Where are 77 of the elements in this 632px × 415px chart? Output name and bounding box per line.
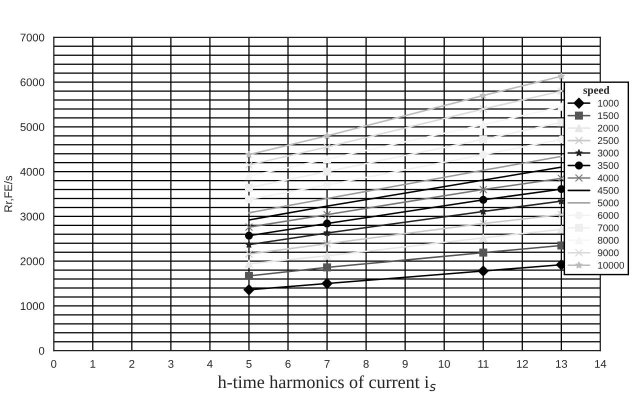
legend-label: 1500 (598, 112, 619, 120)
point (244, 284, 254, 296)
point (323, 228, 331, 236)
point (244, 232, 253, 240)
point (323, 252, 332, 260)
legend-label: 7000 (598, 224, 619, 232)
legend-label: 8000 (598, 236, 619, 244)
y-tick-label: 6000 (20, 78, 44, 86)
legend-label: 4000 (598, 174, 619, 182)
x-tick-label: 6 (285, 360, 291, 368)
legend-label: 5000 (598, 200, 619, 206)
legend-label: 2000 (598, 124, 619, 132)
point (244, 160, 253, 169)
x-tick-label: 4 (207, 360, 213, 368)
point (479, 196, 488, 204)
legend-label: 1000 (598, 100, 619, 107)
y-tick-label: 7000 (20, 34, 44, 42)
legend-label: 9000 (598, 249, 619, 256)
point (479, 104, 488, 113)
x-tick-label: 7 (324, 360, 330, 368)
point (323, 210, 332, 219)
line-series (248, 156, 562, 214)
legend-label: 6000 (598, 212, 619, 219)
x-tick-label: 10 (438, 360, 450, 368)
point (479, 135, 488, 144)
point (323, 220, 332, 228)
point (479, 248, 488, 257)
point (244, 260, 253, 268)
point (323, 168, 332, 176)
x-tick-label: 9 (402, 360, 408, 368)
x-tick-label: 8 (364, 360, 369, 368)
legend-title: speed (583, 86, 610, 96)
point (479, 120, 488, 129)
x-tick-label: 12 (516, 360, 528, 368)
point (245, 240, 253, 248)
point (323, 132, 331, 140)
x-axis-title: h-time harmonics of current i$_{s}$ (218, 375, 436, 392)
legend-label: 2500 (598, 137, 619, 144)
point (323, 181, 332, 190)
x-tick-label: 2 (129, 360, 134, 368)
point (245, 150, 253, 158)
y-tick-label: 1000 (20, 302, 44, 310)
y-tick-label: 4000 (20, 168, 44, 176)
point (479, 186, 488, 194)
y-tick-label: 5000 (20, 123, 44, 132)
point (244, 172, 253, 180)
x-tick-label: 13 (556, 360, 568, 368)
point (323, 155, 332, 164)
x-tick-label: 5 (246, 360, 252, 368)
point (478, 266, 489, 276)
y-tick-label: 2000 (20, 257, 44, 266)
point (323, 240, 332, 248)
point (479, 234, 488, 242)
point (323, 143, 332, 152)
x-tick-label: 1 (90, 360, 96, 368)
point (322, 278, 332, 289)
point (244, 223, 253, 232)
point (244, 195, 253, 204)
point (244, 272, 253, 280)
x-tick-label: 14 (595, 360, 606, 368)
point (479, 220, 488, 228)
point (244, 184, 253, 192)
point (323, 263, 332, 272)
legend-label: 4500 (598, 187, 619, 194)
x-tick-label: 0 (51, 360, 56, 368)
x-tick-label: 3 (168, 360, 174, 368)
y-axis-title: Rr,FE/s (4, 176, 14, 212)
x-tick-label: 11 (478, 360, 488, 368)
legend-label: 10000 (598, 262, 624, 269)
legend-label: 3000 (598, 150, 619, 157)
point (479, 150, 488, 159)
legend-label: 3500 (598, 162, 619, 169)
point (479, 207, 488, 215)
y-tick-label: 3000 (20, 212, 44, 221)
point (558, 72, 566, 80)
y-tick-label: 0 (38, 346, 44, 355)
point (244, 250, 253, 258)
